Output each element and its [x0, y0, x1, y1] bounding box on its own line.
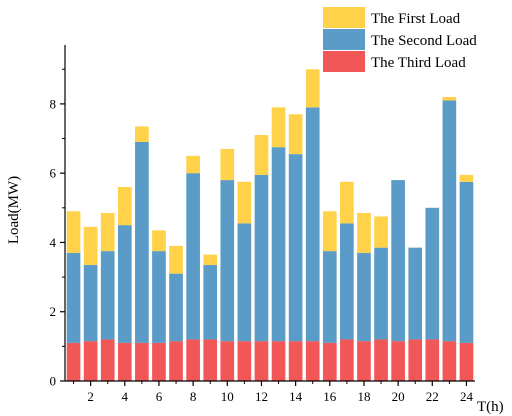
x-tick-label-24: 24: [460, 389, 474, 404]
bar-the-first-load-3: [100, 213, 115, 252]
x-tick-label-12: 12: [255, 389, 268, 404]
bar-the-third-load-8: [186, 339, 200, 381]
bar-the-first-load-11: [237, 181, 252, 224]
bar-the-third-load-15: [305, 341, 320, 381]
y-axis-label: Load(MW): [6, 176, 22, 244]
bar-the-second-load-13: [271, 147, 286, 342]
bar-the-first-load-24: [459, 174, 474, 182]
bar-the-second-load-22: [425, 207, 440, 340]
x-tick-label-10: 10: [221, 389, 234, 404]
bar-the-first-load-1: [66, 211, 81, 253]
legend-swatch-3: [323, 51, 365, 72]
x-axis-label: T(h): [477, 399, 504, 415]
bar-the-second-load-8: [186, 173, 200, 340]
bar-the-third-load-1: [66, 342, 81, 381]
x-tick-label-4: 4: [122, 389, 129, 404]
bar-the-first-load-13: [271, 107, 286, 148]
bar-the-second-load-2: [83, 264, 98, 342]
x-tick-label-2: 2: [87, 389, 94, 404]
bar-the-third-load-11: [237, 341, 252, 381]
bar-the-third-load-7: [169, 341, 183, 381]
y-tick-label-6: 6: [50, 166, 57, 181]
bar-the-second-load-11: [237, 223, 252, 342]
bar-the-first-load-15: [305, 69, 320, 108]
x-tick-label-18: 18: [357, 389, 370, 404]
bar-the-third-load-18: [357, 341, 371, 381]
bar-the-third-load-20: [391, 341, 405, 381]
bar-the-third-load-13: [271, 341, 286, 381]
bar-the-third-load-24: [459, 342, 474, 381]
legend-label-2: The Second Load: [371, 33, 477, 49]
bar-the-first-load-6: [152, 230, 166, 252]
legend-swatch-1: [323, 7, 365, 28]
bar-the-third-load-17: [340, 339, 354, 381]
bar-the-third-load-21: [408, 339, 423, 381]
bar-the-second-load-14: [288, 154, 303, 342]
legend-swatch-2: [323, 29, 365, 50]
bar-the-second-load-17: [340, 223, 354, 340]
y-tick-label-2: 2: [50, 304, 57, 319]
bar-the-first-load-12: [254, 135, 269, 175]
legend-label-3: The Third Load: [371, 55, 466, 71]
x-tick-label-14: 14: [289, 389, 303, 404]
y-tick-label-8: 8: [50, 96, 57, 111]
legend: The First Load The Second Load The Third L…: [323, 7, 477, 72]
bar-the-first-load-16: [322, 211, 337, 252]
bar-the-third-load-14: [288, 341, 303, 381]
bar-the-second-load-20: [391, 180, 405, 342]
bar-the-first-load-2: [83, 226, 98, 265]
x-tick-label-16: 16: [323, 389, 337, 404]
legend-label-1: The First Load: [371, 11, 461, 27]
bar-the-third-load-16: [322, 342, 337, 381]
bar-the-third-load-5: [135, 342, 149, 381]
bar-the-third-load-6: [152, 342, 166, 381]
bar-the-second-load-9: [203, 264, 218, 340]
bar-the-second-load-3: [100, 251, 115, 340]
bar-the-second-load-24: [459, 181, 474, 343]
bar-the-first-load-5: [135, 126, 149, 142]
bar-the-first-load-14: [288, 114, 303, 155]
bar-the-second-load-1: [66, 252, 81, 343]
bar-the-second-load-5: [135, 141, 149, 343]
bar-the-first-load-4: [117, 187, 132, 226]
x-tick-label-8: 8: [190, 389, 197, 404]
y-tick-label-0: 0: [50, 374, 57, 389]
y-tick-label-4: 4: [50, 235, 57, 250]
bar-the-second-load-16: [322, 251, 337, 343]
bar-the-first-load-8: [186, 155, 200, 174]
bar-the-third-load-9: [203, 339, 218, 381]
bar-the-second-load-23: [442, 100, 457, 342]
bar-the-third-load-22: [425, 339, 440, 381]
bar-the-second-load-18: [357, 252, 371, 342]
bar-the-third-load-12: [254, 341, 269, 381]
x-tick-label-6: 6: [156, 389, 163, 404]
bar-the-first-load-9: [203, 254, 218, 265]
bar-the-first-load-10: [220, 148, 235, 181]
bar-the-first-load-18: [357, 213, 371, 253]
bar-the-third-load-4: [117, 342, 132, 381]
bars-group: [66, 69, 474, 381]
bar-the-first-load-7: [169, 245, 183, 274]
bar-the-third-load-2: [83, 341, 98, 381]
bar-the-second-load-7: [169, 273, 183, 342]
bar-the-second-load-10: [220, 180, 235, 342]
bar-the-third-load-19: [374, 339, 388, 381]
bar-the-second-load-21: [408, 247, 423, 340]
bar-the-second-load-19: [374, 247, 388, 340]
bar-the-first-load-17: [340, 181, 354, 224]
bar-the-second-load-6: [152, 251, 166, 343]
bar-the-first-load-19: [374, 216, 388, 248]
x-tick-label-22: 22: [426, 389, 439, 404]
bar-the-first-load-23: [442, 96, 457, 101]
bar-the-second-load-12: [254, 174, 269, 342]
bar-the-second-load-15: [305, 107, 320, 342]
bar-the-third-load-10: [220, 341, 235, 381]
bar-the-third-load-3: [100, 339, 115, 381]
bar-the-second-load-4: [117, 225, 132, 343]
bar-the-third-load-23: [442, 341, 457, 381]
x-tick-label-20: 20: [392, 389, 405, 404]
